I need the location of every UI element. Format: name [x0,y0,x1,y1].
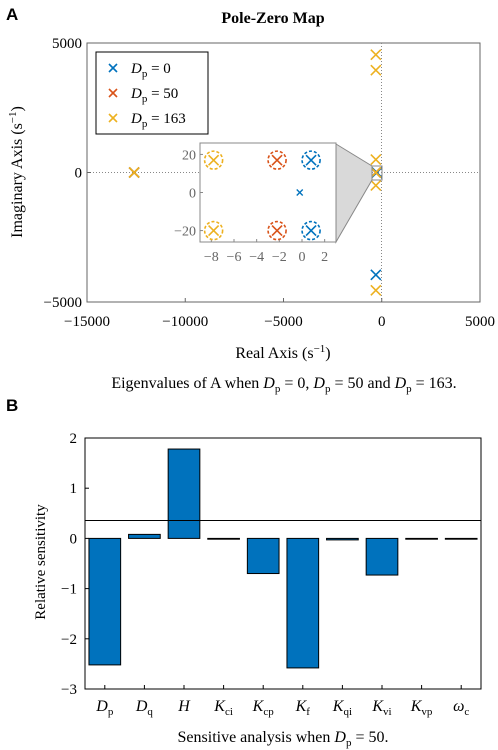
bar [365,537,399,576]
b-ytick-label: −2 [61,632,77,648]
inset-ytick-label: 20 [182,148,196,163]
panel-a-ylabel: Imaginary Axis (s−1) [7,106,26,238]
inset-ytick-label: 0 [189,187,196,202]
b-xtick-label: Dp [95,698,114,718]
panel-a-caption: Eigenvalues of A when Dp = 0, Dp = 50 an… [111,375,456,395]
inset-pole-marker [271,225,283,237]
a-xtick-label: −15000 [64,314,110,330]
panel-b: B 2 1 0 −1 −2 −3 Dp Dq H Kci Kcp Kf Kqi Kvi Kvp ωc Rel… [6,396,482,749]
inset-pole-marker [271,154,283,166]
pole-marker [370,179,382,192]
a-xtick-label: −5000 [264,314,302,330]
inset-xtick-label: −2 [272,250,287,265]
inset-highlight-circle [267,150,287,170]
panel-b-letter: B [6,396,18,415]
inset-xtick-label: −6 [227,250,242,265]
panel-a-legend: Dp = 0 Dp = 50 Dp = 163 [95,51,209,135]
inset-points [203,150,321,241]
bar [167,448,201,539]
inset-highlight-circle [301,220,321,241]
b-ytick-label: 0 [70,531,78,547]
pole-marker [370,153,382,166]
b-ytick-label: −3 [61,682,77,698]
panel-a-x-ticks: −15000 −10000 −5000 0 5000 [64,298,495,330]
b-xtick-label: Kqi [332,698,352,718]
inset-pole-marker [296,189,304,196]
panel-b-y-ticks: 2 1 0 −1 −2 −3 [61,431,89,698]
panel-a-title: Pole-Zero Map [221,10,324,27]
panel-a-y-ticks: 5000 0 −5000 [44,36,91,311]
bar [444,537,478,540]
inset-highlight-circle [267,220,287,241]
inset-xtick-label: 2 [321,250,328,265]
bar [246,537,280,575]
bar [286,537,320,669]
b-ytick-label: −1 [61,582,77,598]
b-xtick-label: Kvi [371,698,391,718]
pole-marker [370,49,382,61]
a-ytick-label: −5000 [44,295,82,311]
panel-b-bars [88,448,478,669]
b-xtick-label: Dq [135,698,154,718]
b-xtick-label: Kf [295,698,311,718]
legend-items: Dp = 0 Dp = 50 Dp = 163 [108,61,186,130]
inset-xtick-label: −8 [204,250,219,265]
panel-b-axes-box [84,437,482,690]
b-ytick-label: 1 [70,481,78,497]
bar [128,533,161,539]
b-xtick-label: Kvp [410,698,433,718]
a-ytick-label: 5000 [52,36,82,52]
b-xtick-label: Kcp [252,698,275,718]
legend-label: Dp = 163 [130,111,186,130]
panel-a-letter: A [6,5,18,24]
a-xtick-label: 5000 [465,314,495,330]
inset-highlight-circle [203,220,224,241]
inset-highlight-circle [203,150,224,170]
b-xtick-label: ωc [453,698,469,718]
inset-pole-marker [208,154,220,166]
inset-highlight-circle [301,150,321,170]
bar [207,537,240,540]
panel-a-xlabel-sup: −1 [314,343,326,355]
inset-pole-marker [208,225,220,237]
panel-a-points [128,49,383,296]
legend-label: Dp = 0 [130,61,171,80]
panel-b-caption: Sensitive analysis when Dp = 50. [178,729,389,749]
bar [88,537,122,666]
pole-marker [370,166,382,179]
a-xtick-label: 0 [378,314,386,330]
panel-b-ylabel: Relative sensitivity [33,504,49,620]
b-xtick-label: Kci [213,698,233,718]
panel-a-xlabel: Real Axis (s−1) [235,343,330,362]
inset-ytick-label: −20 [174,225,196,240]
inset-pole-marker [305,225,317,237]
legend-label: Dp = 50 [130,86,178,105]
pole-marker [370,64,382,76]
b-ytick-label: 2 [70,431,78,447]
pole-marker [128,166,140,179]
inset-xtick-label: 0 [299,250,306,265]
bar [405,537,438,540]
inset-xtick-label: −4 [249,250,264,265]
legend-marker [108,88,118,98]
panel-a: A Pole-Zero Map −15000 −10000 −5000 0 5000 5… [6,5,495,395]
a-ytick-label: 0 [75,166,83,182]
legend-marker [108,113,118,123]
b-xtick-label: H [177,698,191,715]
a-xtick-label: −10000 [162,314,208,330]
pole-marker [370,284,382,296]
bar [326,537,359,541]
inset-zoom-box [371,165,383,181]
inset-pole-marker [305,154,317,166]
pole-marker [370,269,382,281]
panel-a-ylabel-sup: −1 [7,111,19,123]
legend-marker [108,63,118,73]
panel-b-x-ticks: Dp Dq H Kci Kcp Kf Kqi Kvi Kvp ωc [95,685,469,718]
